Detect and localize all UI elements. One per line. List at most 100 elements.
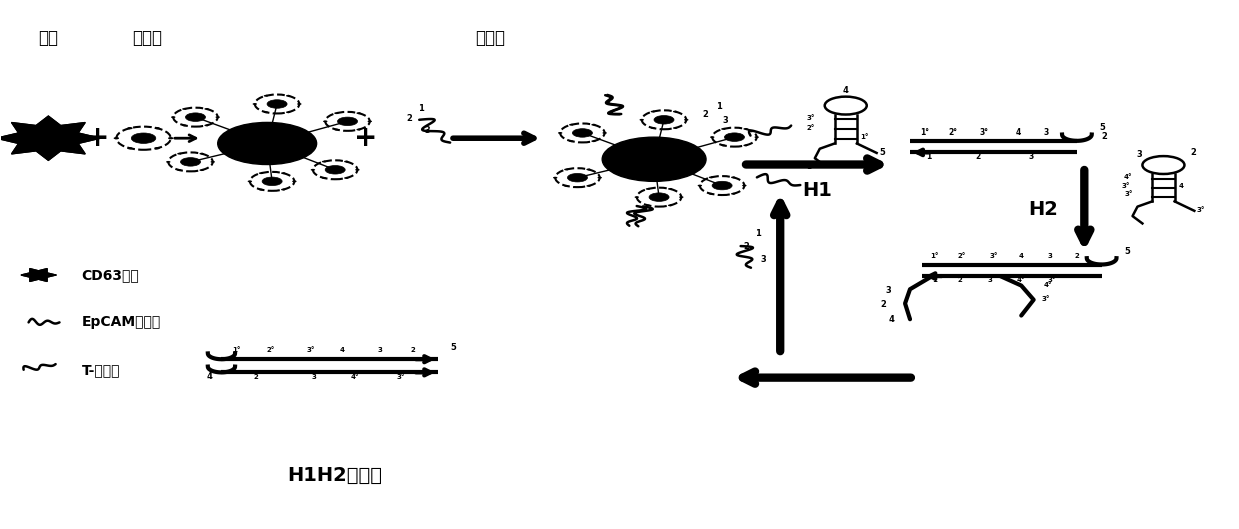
Text: 3: 3	[312, 374, 317, 380]
Text: H2: H2	[1028, 200, 1058, 219]
Circle shape	[357, 129, 361, 131]
Circle shape	[211, 161, 216, 163]
Circle shape	[286, 95, 290, 97]
Circle shape	[263, 177, 282, 186]
Circle shape	[602, 132, 607, 134]
Circle shape	[199, 169, 204, 171]
Circle shape	[259, 189, 263, 190]
Circle shape	[128, 147, 133, 149]
Text: 3°: 3°	[1048, 277, 1057, 284]
Circle shape	[710, 136, 715, 138]
Text: 2°: 2°	[958, 253, 966, 259]
Text: 4: 4	[1018, 253, 1023, 259]
Text: 4°: 4°	[351, 374, 359, 380]
Text: 2: 2	[1101, 132, 1108, 141]
Circle shape	[182, 124, 187, 126]
Circle shape	[182, 108, 187, 110]
Circle shape	[114, 137, 119, 139]
Text: 2°: 2°	[949, 127, 958, 136]
Text: 3: 3	[1136, 150, 1142, 159]
Text: 3°: 3°	[396, 374, 405, 380]
Circle shape	[668, 188, 673, 190]
Text: 3°: 3°	[990, 253, 999, 259]
Circle shape	[169, 137, 173, 139]
Circle shape	[564, 169, 569, 170]
Text: 3°: 3°	[1197, 207, 1206, 213]
Text: 4: 4	[207, 372, 212, 381]
Text: 催发链: 催发链	[475, 29, 504, 47]
Text: 3: 3	[886, 286, 891, 295]
Text: 2°: 2°	[807, 125, 815, 131]
Circle shape	[649, 193, 669, 202]
Text: 3: 3	[1043, 127, 1048, 136]
Text: 1°: 1°	[930, 253, 939, 259]
Circle shape	[569, 124, 574, 126]
Text: 3°: 3°	[980, 127, 989, 136]
Text: 1°: 1°	[921, 127, 929, 136]
Circle shape	[322, 161, 326, 162]
Circle shape	[679, 196, 684, 198]
Circle shape	[281, 189, 285, 190]
Circle shape	[755, 136, 760, 138]
Circle shape	[731, 193, 736, 195]
Circle shape	[259, 172, 263, 174]
Circle shape	[742, 185, 747, 187]
Text: 4: 4	[1178, 183, 1183, 189]
Circle shape	[199, 153, 204, 154]
Circle shape	[721, 128, 726, 130]
Circle shape	[709, 193, 714, 195]
Circle shape	[181, 158, 201, 166]
Text: 2: 2	[1074, 253, 1079, 259]
Text: EpCAM适配体: EpCAM适配体	[82, 315, 161, 330]
Circle shape	[344, 177, 348, 179]
Circle shape	[564, 185, 569, 187]
Circle shape	[268, 100, 287, 108]
Text: 3: 3	[424, 126, 430, 135]
Text: 5: 5	[450, 343, 456, 352]
Text: +: +	[354, 124, 378, 152]
Circle shape	[356, 169, 359, 171]
Circle shape	[639, 119, 644, 121]
Circle shape	[264, 95, 268, 97]
Circle shape	[128, 127, 133, 129]
Circle shape	[602, 137, 706, 181]
Circle shape	[186, 113, 206, 122]
Text: 1: 1	[756, 229, 761, 238]
Text: 2: 2	[881, 299, 886, 308]
Text: +: +	[87, 124, 109, 152]
Circle shape	[344, 161, 348, 162]
Circle shape	[591, 140, 596, 142]
Circle shape	[264, 111, 268, 113]
Circle shape	[673, 127, 678, 129]
Circle shape	[743, 144, 748, 147]
Text: 1°: 1°	[805, 164, 814, 170]
Text: 外泌体: 外泌体	[133, 29, 162, 47]
Text: 2: 2	[957, 277, 961, 284]
Circle shape	[709, 176, 714, 178]
Circle shape	[572, 129, 592, 137]
Text: 5: 5	[1124, 247, 1130, 256]
Text: 4: 4	[890, 315, 895, 324]
Text: 1°: 1°	[861, 134, 869, 140]
Circle shape	[725, 133, 745, 141]
Circle shape	[646, 188, 650, 190]
Text: 3°: 3°	[1124, 191, 1132, 197]
Text: 3°: 3°	[306, 348, 315, 353]
Polygon shape	[0, 116, 100, 160]
Text: 3: 3	[1047, 253, 1052, 259]
Circle shape	[177, 153, 182, 154]
Text: 2: 2	[703, 110, 709, 119]
Circle shape	[166, 161, 171, 163]
Circle shape	[743, 128, 748, 130]
Text: 4: 4	[1016, 127, 1021, 136]
Circle shape	[597, 177, 602, 179]
Circle shape	[335, 112, 338, 114]
Text: 3: 3	[987, 277, 992, 284]
Circle shape	[131, 133, 156, 143]
Text: 2: 2	[254, 374, 259, 380]
Circle shape	[553, 177, 558, 179]
Polygon shape	[21, 269, 56, 281]
Circle shape	[654, 115, 674, 124]
Text: 1: 1	[932, 277, 937, 284]
Circle shape	[297, 103, 301, 105]
